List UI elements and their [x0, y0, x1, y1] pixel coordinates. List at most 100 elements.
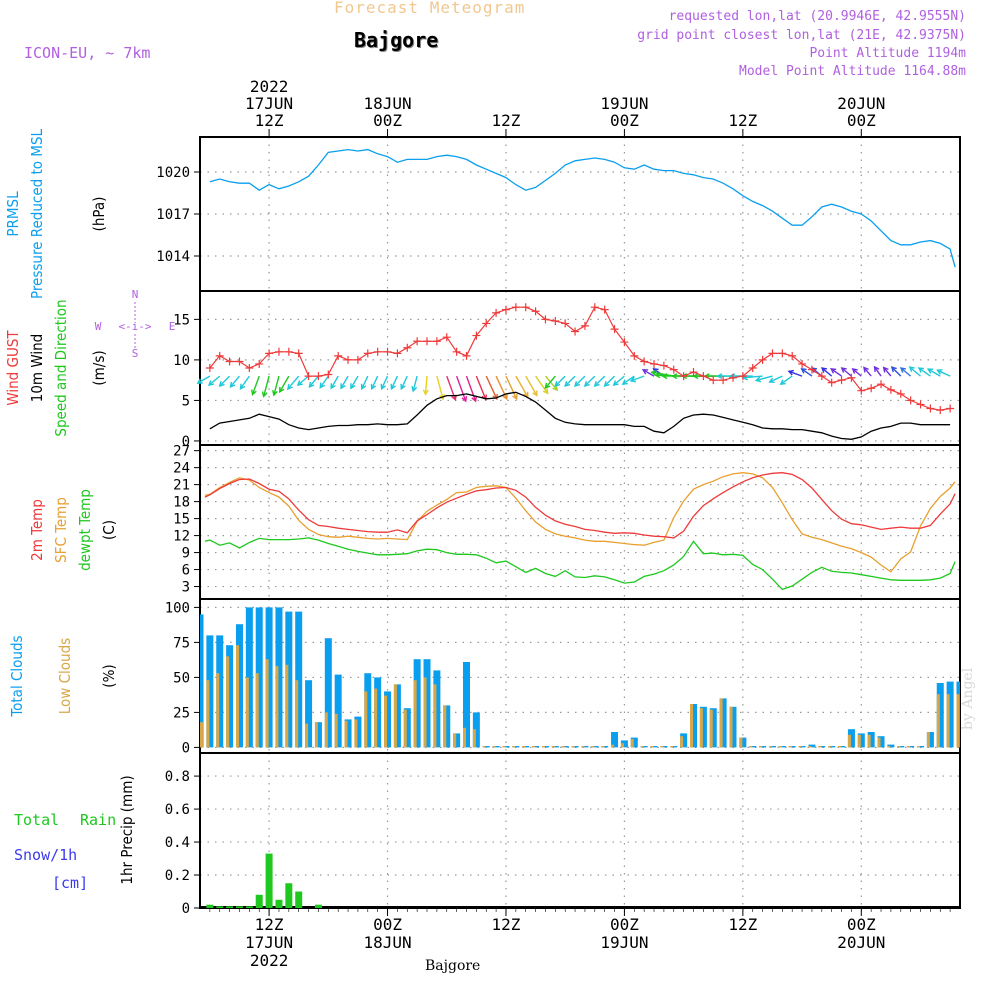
low-cloud-bar — [472, 729, 476, 748]
low-cloud-bar — [946, 694, 950, 748]
wind-arrow — [899, 367, 912, 377]
low-cloud-bar — [749, 746, 753, 748]
precip-bar — [235, 906, 243, 908]
low-cloud-bar — [354, 719, 358, 748]
wind-arrow-head — [461, 396, 468, 403]
wind-arrow-head — [926, 368, 934, 374]
main-title: Forecast Meteogram — [334, 0, 526, 17]
gust-point — [383, 347, 392, 356]
gust-point — [946, 404, 955, 413]
precip-bar — [216, 906, 224, 908]
gust-point — [501, 305, 510, 314]
gust-point — [630, 351, 639, 360]
wind-arrow — [554, 375, 566, 388]
low-cloud-bar — [403, 709, 407, 748]
wind-arrow-head — [350, 383, 356, 390]
low-cloud-bar — [541, 746, 545, 748]
y-tick-label: 3 — [182, 580, 190, 596]
wind-arrow-head — [554, 381, 561, 388]
gust-point — [511, 303, 520, 312]
total-cloud-bar — [897, 746, 905, 748]
low-cloud-bar — [344, 720, 348, 748]
temp-label-2m: 2m Temp — [28, 499, 46, 561]
low-cloud-bar — [877, 737, 881, 748]
wind-arrow-head — [340, 383, 346, 390]
gust-point — [344, 355, 353, 364]
y-tick-label: 25 — [173, 705, 190, 721]
low-cloud-bar — [522, 746, 526, 748]
precip-label-snow: Snow/1h — [14, 846, 77, 864]
y-tick-label: 27 — [173, 444, 190, 460]
low-cloud-bar — [838, 746, 842, 748]
wind-arrow-head — [471, 396, 478, 403]
wind-arrow — [279, 375, 290, 394]
wind-arrow-head — [564, 381, 571, 388]
wind-arrow — [641, 369, 655, 377]
wind-arrow-shaft — [564, 375, 576, 387]
wind-arrow-head — [481, 394, 488, 401]
wind-arrow-head — [390, 383, 396, 391]
wind-arrow-shaft — [821, 367, 833, 377]
wind-arrow — [436, 375, 445, 401]
low-cloud-bar — [255, 673, 259, 748]
bottom-tick-line1: 00Z — [847, 915, 876, 934]
wind-arrow-head — [612, 380, 619, 387]
wind-arrow-head — [593, 381, 600, 388]
wind-arrow-shaft — [465, 375, 477, 402]
low-cloud-bar — [443, 705, 447, 748]
wind-arrow-head — [286, 383, 293, 391]
wind-arrow — [485, 375, 498, 401]
gust-point — [403, 343, 412, 352]
wind-arrow-shaft — [642, 369, 655, 377]
total-cloud-bar — [601, 746, 609, 748]
low-cloud-bar — [620, 743, 624, 748]
gust-point — [423, 337, 432, 346]
total-cloud-bar — [936, 683, 944, 748]
y-tick-label: 50 — [173, 670, 190, 686]
wind-label-10m: 10m Wind — [28, 334, 46, 403]
low-cloud-bar — [917, 746, 921, 748]
wind-arrow-shaft — [340, 375, 349, 389]
model-altitude: Model Point Altitude 1164.88m — [739, 64, 966, 79]
compass-e: E — [169, 320, 176, 333]
wind-arrow — [239, 375, 250, 390]
low-cloud-bar — [650, 746, 654, 748]
low-cloud-bar — [897, 746, 901, 748]
wind-arrow-head — [308, 381, 315, 388]
wind-arrow — [820, 367, 833, 377]
y-tick-label: 0 — [182, 901, 190, 917]
y-tick-label: 15 — [173, 512, 190, 528]
total-cloud-bar — [413, 659, 421, 748]
bottom-tick-line2: 17JUN — [245, 933, 293, 952]
wind-arrow — [882, 366, 892, 377]
wind-arrow-head — [451, 394, 457, 402]
wind-arrow-head — [917, 367, 924, 373]
gust-point — [442, 333, 451, 342]
wind-arrow-head — [207, 380, 215, 387]
total-cloud-bar — [462, 662, 470, 748]
gust-point — [324, 370, 333, 379]
clouds-label-total: Total Clouds — [8, 635, 26, 717]
gust-point — [600, 305, 609, 314]
wind-arrow — [330, 375, 339, 390]
total-cloud-bar — [778, 746, 786, 748]
wind-arrow — [787, 369, 803, 377]
wind-arrow-shaft — [412, 375, 418, 392]
gust-point — [679, 372, 688, 381]
wind-arrow — [505, 375, 518, 401]
wind-arrow-shaft — [361, 375, 369, 390]
precip-bar — [265, 853, 273, 908]
gust-point — [294, 349, 303, 358]
wind-arrow-head — [218, 381, 225, 388]
total-cloud-bar — [571, 746, 579, 748]
y-tick-label: 0 — [182, 434, 190, 450]
low-cloud-bar — [768, 746, 772, 748]
gust-point — [847, 373, 856, 382]
wind-arrow — [308, 375, 319, 388]
low-cloud-bar — [828, 746, 832, 748]
pressure-series-line — [209, 148, 956, 268]
wind-arrow — [370, 375, 379, 391]
low-cloud-bar — [729, 706, 733, 748]
temp-ylabel: (C) — [100, 520, 118, 540]
gust-point — [719, 376, 728, 385]
